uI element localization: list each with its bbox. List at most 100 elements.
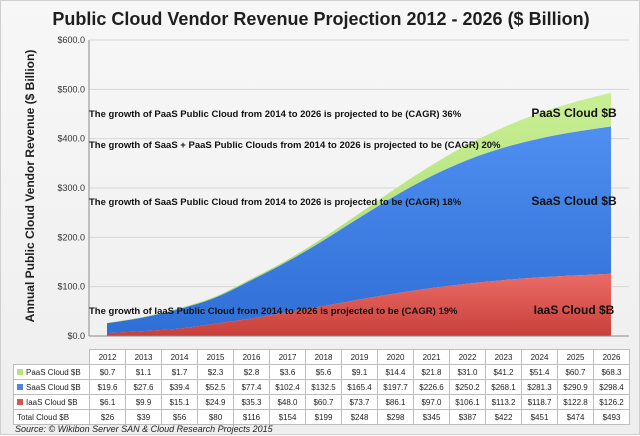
table-corner: [14, 350, 90, 365]
data-label: $118.7: [521, 394, 558, 410]
x-tick-label: 2013: [125, 349, 162, 365]
data-label: $199: [305, 409, 342, 425]
data-label: $41.2: [485, 364, 522, 380]
stacked-areas: [107, 92, 611, 336]
x-tick-label: 2012: [89, 349, 126, 365]
data-label: $248: [341, 409, 378, 425]
data-label: $19.6: [89, 379, 126, 395]
data-label: $48.0: [269, 394, 306, 410]
iaas-area: [107, 273, 611, 336]
table-row: Total Cloud $B $26 $39 $56 $80 $116 $154 $199 $2…: [13, 409, 630, 425]
x-tick-label: 2022: [449, 349, 486, 365]
x-tick-label: 2015: [197, 349, 234, 365]
x-tick-label: 2017: [269, 349, 306, 365]
data-label: $226.6: [413, 379, 450, 395]
x-tick-label: 2019: [341, 349, 378, 365]
data-label: $298: [377, 409, 414, 425]
data-label: $2.3: [197, 364, 234, 380]
data-label: $113.2: [485, 394, 522, 410]
data-label: $77.4: [233, 379, 270, 395]
data-label: $2.8: [233, 364, 270, 380]
x-tick-label: 2024: [521, 349, 558, 365]
data-label: $116: [233, 409, 270, 425]
data-label: $102.4: [269, 379, 306, 395]
data-label: $0.7: [89, 364, 126, 380]
table-row: SaaS Cloud $B $19.6 $27.6 $39.4 $52.5 $77.4 $1…: [13, 379, 630, 395]
data-label: $268.1: [485, 379, 522, 395]
data-label: $80: [197, 409, 234, 425]
data-label: $68.3: [593, 364, 630, 380]
data-label: $451: [521, 409, 558, 425]
data-label: $387: [449, 409, 486, 425]
data-label: $6.1: [89, 394, 126, 410]
data-label: $26: [89, 409, 126, 425]
x-tick-label: 2016: [233, 349, 270, 365]
source-note: Source: © Wikibon Server SAN & Cloud Res…: [15, 424, 273, 434]
data-label: $474: [557, 409, 594, 425]
annotation-iaas-cagr: The growth of IaaS Public Cloud from 201…: [89, 306, 458, 317]
x-tick-label: 2018: [305, 349, 342, 365]
data-label: $14.4: [377, 364, 414, 380]
data-label: $250.2: [449, 379, 486, 395]
legend-swatch: [17, 369, 23, 376]
data-label: $1.7: [161, 364, 198, 380]
legend-entry: PaaS Cloud $B: [13, 364, 90, 380]
axes: [88, 40, 629, 337]
data-label: $39.4: [161, 379, 198, 395]
table-row: PaaS Cloud $B $0.7 $1.1 $1.7 $2.3 $2.8 $3.6 $5.…: [13, 364, 630, 380]
data-label: $154: [269, 409, 306, 425]
saas-area-label: SaaS Cloud $B: [531, 194, 617, 208]
data-label: $9.9: [125, 394, 162, 410]
x-tick-label: 2020: [377, 349, 414, 365]
legend-swatch: [17, 399, 23, 406]
legend-entry: Total Cloud $B: [13, 409, 90, 425]
legend-swatch: [17, 384, 23, 391]
data-label: $281.3: [521, 379, 558, 395]
data-label: $73.7: [341, 394, 378, 410]
x-tick-label: 2023: [485, 349, 522, 365]
data-label: $132.5: [305, 379, 342, 395]
y-tick-label: $0.0: [67, 331, 85, 341]
data-table: 2012 2013 2014 2015 2016 2017 2018 2019 2020 2021…: [13, 349, 630, 425]
data-label: $126.2: [593, 394, 630, 410]
annotation-saas-cagr: The growth of SaaS Public Cloud from 201…: [89, 197, 462, 208]
annotation-paas-cagr: The growth of PaaS Public Cloud from 201…: [89, 109, 462, 120]
data-label: $60.7: [557, 364, 594, 380]
data-label: $5.6: [305, 364, 342, 380]
x-tick-label: 2026: [593, 349, 630, 365]
y-tick-label: $200.0: [57, 232, 85, 242]
legend-entry: IaaS Cloud $B: [13, 394, 90, 410]
data-label: $51.4: [521, 364, 558, 380]
x-tick-label: 2025: [557, 349, 594, 365]
y-tick-label: $300.0: [57, 183, 85, 193]
data-label: $97.0: [413, 394, 450, 410]
x-tick-label: 2021: [413, 349, 450, 365]
data-label: $422: [485, 409, 522, 425]
annotation-saas-paas-cagr: The growth of SaaS + PaaS Public Clouds …: [89, 140, 501, 151]
y-tick-label: $100.0: [57, 282, 85, 292]
data-label: $298.4: [593, 379, 630, 395]
table-row: IaaS Cloud $B $6.1 $9.9 $15.1 $24.9 $35.3 $48.…: [13, 394, 630, 410]
legend-entry: SaaS Cloud $B: [13, 379, 90, 395]
y-tick-label: $500.0: [57, 84, 85, 94]
data-label: $290.9: [557, 379, 594, 395]
area-labels: PaaS Cloud $B SaaS Cloud $B IaaS Cloud $…: [531, 106, 617, 317]
paas-area: [107, 92, 611, 324]
data-label: $122.8: [557, 394, 594, 410]
data-label: $56: [161, 409, 198, 425]
data-label: $31.0: [449, 364, 486, 380]
data-label: $197.7: [377, 379, 414, 395]
data-label: $27.6: [125, 379, 162, 395]
iaas-area-label: IaaS Cloud $B: [534, 303, 615, 317]
data-label: $21.8: [413, 364, 450, 380]
saas-area: [107, 126, 611, 333]
data-label: $35.3: [233, 394, 270, 410]
data-label: $24.9: [197, 394, 234, 410]
data-label: $52.5: [197, 379, 234, 395]
data-label: $9.1: [341, 364, 378, 380]
data-label: $39: [125, 409, 162, 425]
data-label: $165.4: [341, 379, 378, 395]
y-tick-labels: $0.0 $100.0 $200.0 $300.0 $400.0 $500.0 $600.0: [57, 35, 85, 341]
